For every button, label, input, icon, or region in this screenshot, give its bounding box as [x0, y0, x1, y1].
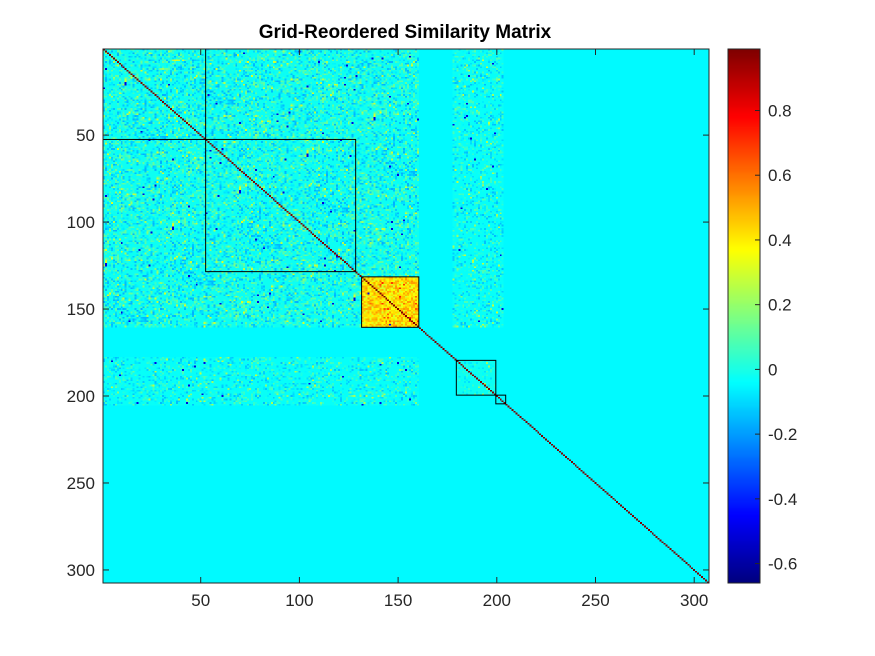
colorbar-gradient [728, 49, 760, 583]
x-tick-label: 50 [191, 591, 210, 610]
colorbar-tick-label: 0.6 [768, 166, 792, 185]
cluster-box-3 [361, 276, 420, 328]
chart-title: Grid-Reordered Similarity Matrix [259, 22, 552, 43]
x-tick-label: 250 [581, 591, 609, 610]
cluster-box-2 [205, 138, 357, 273]
colorbar-tick-label: 0.8 [768, 101, 792, 120]
colorbar-tick-label: 0.4 [768, 231, 792, 250]
cluster-box-5 [495, 394, 507, 405]
y-tick-label: 200 [67, 387, 95, 406]
axes-frame [102, 48, 710, 584]
colorbar-ticks: -0.6 -0.4 -0.2 0 0.2 0.4 0.6 0.8 [755, 101, 797, 574]
colorbar-tick-label: -0.2 [768, 425, 797, 444]
cluster-box-4 [455, 359, 497, 396]
colorbar-tick-label: 0.2 [768, 296, 792, 315]
colorbar: -0.6 -0.4 -0.2 0 0.2 0.4 0.6 0.8 [727, 48, 797, 584]
x-tick-label: 200 [483, 591, 511, 610]
colorbar-frame [727, 48, 761, 584]
heatmap-plot: 50 100 150 200 250 300 50 100 150 200 250 300 [67, 48, 710, 610]
y-tick-label: 100 [67, 213, 95, 232]
x-axis-ticks: 50 100 150 200 250 300 [191, 49, 708, 610]
x-tick-label: 150 [384, 591, 412, 610]
x-tick-label: 300 [680, 591, 708, 610]
colorbar-tick-label: 0 [768, 360, 777, 379]
y-tick-label: 150 [67, 300, 95, 319]
y-tick-label: 250 [67, 474, 95, 493]
y-tick-label: 50 [76, 126, 95, 145]
y-axis-ticks: 50 100 150 200 250 300 [67, 126, 709, 580]
colorbar-tick-label: -0.6 [768, 555, 797, 574]
y-tick-label: 300 [67, 561, 95, 580]
colorbar-tick-label: -0.4 [768, 490, 797, 509]
heatmap-image [103, 49, 709, 583]
x-tick-label: 100 [285, 591, 313, 610]
